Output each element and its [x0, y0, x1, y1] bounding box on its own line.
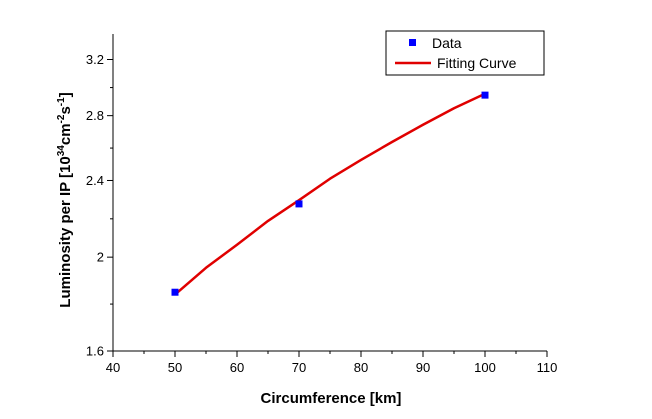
y-axis-title-mid1: cm	[57, 123, 74, 145]
legend-box	[385, 30, 545, 76]
y-axis-title-exp3: -1	[56, 97, 67, 106]
y-axis-title-exp1: 34	[56, 145, 67, 157]
y-tick-label-2: 2	[97, 250, 104, 265]
legend-data-marker	[409, 39, 416, 46]
tick-labels: 40 50 60 70 80 90 100 110 1.6 2 2.4 2.8 3.2	[86, 52, 557, 375]
axes	[112, 34, 547, 352]
legend-fit-label: Fitting Curve	[437, 55, 517, 71]
data-point-100	[481, 91, 489, 99]
x-tick-label-80: 80	[354, 360, 368, 375]
legend: Data Fitting Curve	[385, 30, 545, 76]
y-tick-label-2.4: 2.4	[86, 173, 104, 188]
x-tick-label-90: 90	[416, 360, 430, 375]
y-axis-title: Luminosity per IP [1034cm-2s-1]	[56, 92, 74, 307]
y-axis-title-suffix: ]	[57, 92, 74, 97]
x-tick-label-60: 60	[230, 360, 244, 375]
y-axis-title-mid2: s	[57, 106, 74, 114]
tick-marks	[107, 58, 548, 357]
x-axis-title: Circumference [km]	[261, 390, 402, 407]
data-point-50	[171, 288, 179, 296]
y-tick-label-1.6: 1.6	[86, 344, 104, 359]
y-tick-label-3.2: 3.2	[86, 52, 104, 67]
y-axis-title-exp2: -2	[56, 114, 67, 123]
legend-data-label: Data	[432, 35, 462, 51]
y-axis-title-prefix: Luminosity per IP [10	[57, 156, 74, 307]
plot-series	[171, 91, 489, 296]
fitting-curve-line	[174, 92, 486, 296]
x-tick-label-70: 70	[292, 360, 306, 375]
x-tick-label-50: 50	[168, 360, 182, 375]
x-tick-label-110: 110	[537, 360, 558, 375]
data-point-70	[295, 200, 303, 208]
x-tick-label-100: 100	[474, 360, 496, 375]
x-tick-label-40: 40	[106, 360, 120, 375]
y-tick-label-2.8: 2.8	[86, 108, 104, 123]
